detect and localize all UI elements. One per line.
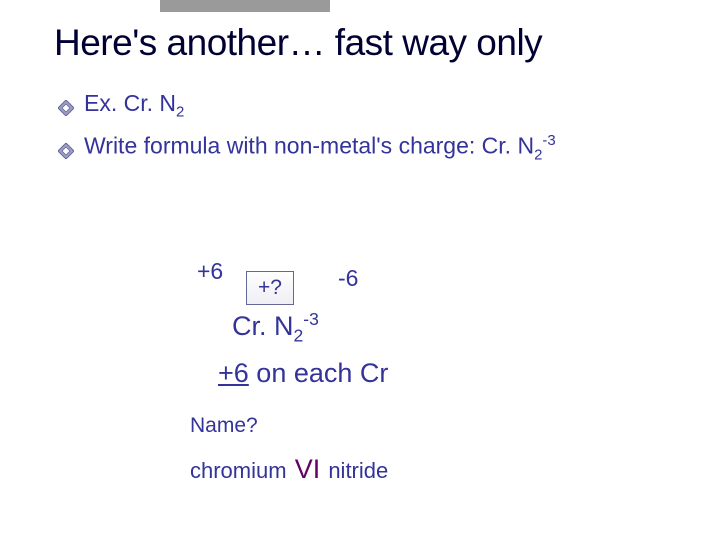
header-gray-bar <box>160 0 330 12</box>
bullet-1-prefix: Ex. Cr. N <box>84 90 176 116</box>
name-answer-roman: VI <box>293 454 323 484</box>
formula-mid-base: Cr. N <box>232 311 294 341</box>
bullet-2-formula-sup: -3 <box>542 132 555 149</box>
bullet-row-1: Ex. Cr. N2 <box>58 90 184 121</box>
label-plus-six: +6 <box>197 258 223 285</box>
diamond-bullet-icon <box>58 143 74 159</box>
bullet-1-sub: 2 <box>176 104 184 121</box>
plus-six-rest: on each Cr <box>249 358 389 388</box>
charge-question-box: +? <box>246 271 294 305</box>
formula-mid-sup: -3 <box>303 309 319 329</box>
formula-mid-sub: 2 <box>294 325 304 345</box>
plus-six-conclusion: +6 on each Cr <box>218 358 388 389</box>
bullet-1-text: Ex. Cr. N2 <box>84 90 184 121</box>
bullet-2-formula-base: Cr. N <box>482 133 534 159</box>
bullet-2-text: Write formula with non-metal's charge: C… <box>84 132 556 163</box>
formula-middle: Cr. N2-3 <box>232 309 319 346</box>
plus-six-underlined: +6 <box>218 358 249 388</box>
name-answer-b: nitride <box>322 458 388 483</box>
name-answer: chromium VI nitride <box>190 454 388 485</box>
bullet-2-main: Write formula with non-metal's charge: <box>84 133 482 159</box>
name-question: Name? <box>190 414 258 438</box>
name-answer-a: chromium <box>190 458 293 483</box>
slide-title: Here's another… fast way only <box>54 22 542 64</box>
diamond-bullet-icon <box>58 100 74 116</box>
label-minus-six: -6 <box>338 265 358 292</box>
bullet-row-2: Write formula with non-metal's charge: C… <box>58 132 556 163</box>
